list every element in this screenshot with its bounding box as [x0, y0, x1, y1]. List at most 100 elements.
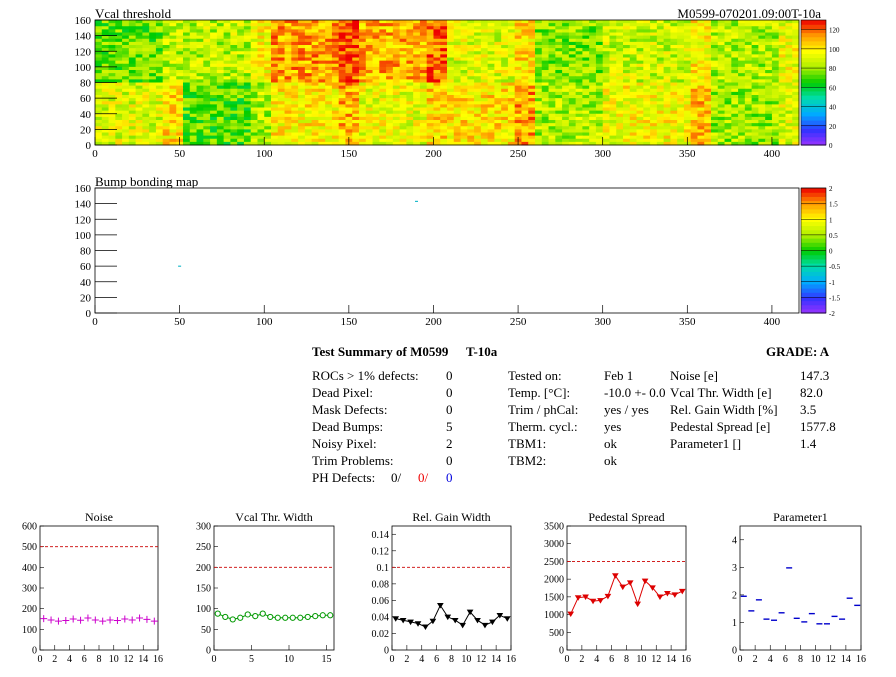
- heatmap-cell: [562, 116, 570, 121]
- heatmap-cell: [155, 107, 164, 112]
- heatmap-cell: [318, 91, 326, 96]
- heatmap-cell: [331, 141, 340, 146]
- heatmap-cell: [176, 123, 184, 127]
- heatmap-cell: [271, 63, 279, 68]
- heatmap-cell: [724, 20, 732, 24]
- heatmap-cell: [243, 110, 252, 115]
- heatmap-cell: [155, 48, 164, 52]
- heatmap-cell: [460, 63, 468, 68]
- heatmap-cell: [447, 57, 455, 62]
- heatmap-cell: [311, 138, 319, 143]
- heatmap-cell: [677, 123, 685, 127]
- heatmap-cell: [345, 101, 353, 105]
- heatmap-cell: [230, 135, 238, 140]
- heatmap-cell: [95, 116, 103, 121]
- heatmap-cell: [629, 116, 638, 121]
- heatmap-cell: [765, 38, 773, 43]
- heatmap-cell: [115, 85, 123, 90]
- heatmap-cell: [115, 123, 123, 127]
- bump-map-x-tick-label: 150: [341, 316, 358, 328]
- heatmap-cell: [189, 73, 198, 77]
- heatmap-cell: [155, 60, 164, 65]
- vcal-map-y-tick-label: 100: [75, 62, 92, 74]
- heatmap-cell: [379, 23, 387, 27]
- heatmap-cell: [203, 41, 211, 46]
- heatmap-cell: [271, 73, 279, 77]
- heatmap-cell: [785, 91, 793, 96]
- heatmap-cell: [406, 35, 414, 40]
- vcal-colorbar-segment: [801, 32, 826, 38]
- heatmap-cell: [399, 116, 407, 121]
- heatmap-cell: [562, 41, 570, 46]
- heatmap-cell: [589, 63, 597, 68]
- heatmap-cell: [643, 126, 651, 130]
- heatmap-cell: [230, 141, 238, 146]
- heatmap-cell: [372, 45, 380, 49]
- heatmap-cell: [365, 138, 374, 143]
- heatmap-cell: [264, 129, 272, 134]
- heatmap-cell: [683, 57, 692, 62]
- heatmap-cell: [717, 129, 726, 134]
- heatmap-cell: [413, 63, 421, 68]
- heatmap-cell: [711, 126, 719, 130]
- heatmap-cell: [575, 135, 583, 140]
- heatmap-cell: [128, 79, 137, 84]
- heatmap-cell: [433, 113, 441, 118]
- heatmap-cell: [548, 104, 556, 109]
- heatmap-cell: [277, 79, 286, 84]
- heatmap-cell: [399, 104, 407, 109]
- heatmap-cell: [765, 60, 773, 65]
- heatmap-cell: [264, 110, 272, 115]
- heatmap-cell: [555, 123, 563, 127]
- bump-colorbar-tick-label: -0.5: [829, 263, 841, 271]
- heatmap-cell: [196, 95, 204, 99]
- heatmap-cell: [413, 104, 421, 109]
- heatmap-cell: [792, 135, 800, 140]
- heatmap-cell: [792, 38, 800, 43]
- heatmap-cell: [738, 60, 746, 65]
- heatmap-cell: [683, 54, 692, 59]
- heatmap-cell: [453, 135, 462, 140]
- heatmap-cell: [392, 23, 401, 27]
- heatmap-cell: [176, 126, 184, 130]
- panel-0-point: [91, 616, 99, 624]
- heatmap-cell: [101, 70, 110, 74]
- heatmap-cell: [122, 141, 130, 146]
- heatmap-cell: [792, 82, 800, 87]
- heatmap-cell: [135, 132, 143, 137]
- vcal-colorbar-tick-label: 100: [829, 46, 840, 54]
- heatmap-cell: [122, 79, 130, 84]
- heatmap-cell: [386, 116, 394, 121]
- heatmap-cell: [115, 116, 123, 121]
- heatmap-cell: [399, 101, 407, 105]
- heatmap-cell: [589, 116, 597, 121]
- heatmap-cell: [379, 32, 387, 37]
- heatmap-cell: [372, 98, 380, 102]
- panel-1-point: [244, 611, 251, 618]
- heatmap-cell: [636, 120, 644, 124]
- heatmap-cell: [629, 35, 638, 40]
- heatmap-cell: [196, 45, 204, 49]
- heatmap-cell: [359, 123, 367, 127]
- heatmap-cell: [474, 38, 482, 43]
- heatmap-cell: [284, 79, 292, 84]
- heatmap-cell: [650, 95, 658, 99]
- heatmap-cell: [196, 141, 204, 146]
- heatmap-cell: [108, 45, 116, 49]
- heatmap-cell: [345, 32, 353, 37]
- heatmap-cell: [636, 79, 644, 84]
- heatmap-cell: [101, 48, 110, 52]
- heatmap-cell: [250, 45, 258, 49]
- heatmap-cell: [223, 126, 231, 130]
- heatmap-cell: [467, 48, 475, 52]
- heatmap-cell: [413, 60, 421, 65]
- heatmap-cell: [108, 110, 116, 115]
- heatmap-cell: [101, 88, 110, 93]
- heatmap-cell: [494, 101, 502, 105]
- heatmap-cell: [656, 45, 665, 49]
- heatmap-cell: [636, 60, 644, 65]
- heatmap-cell: [101, 113, 110, 118]
- heatmap-cell: [433, 70, 441, 74]
- heatmap-cell: [751, 76, 759, 80]
- heatmap-cell: [568, 29, 577, 34]
